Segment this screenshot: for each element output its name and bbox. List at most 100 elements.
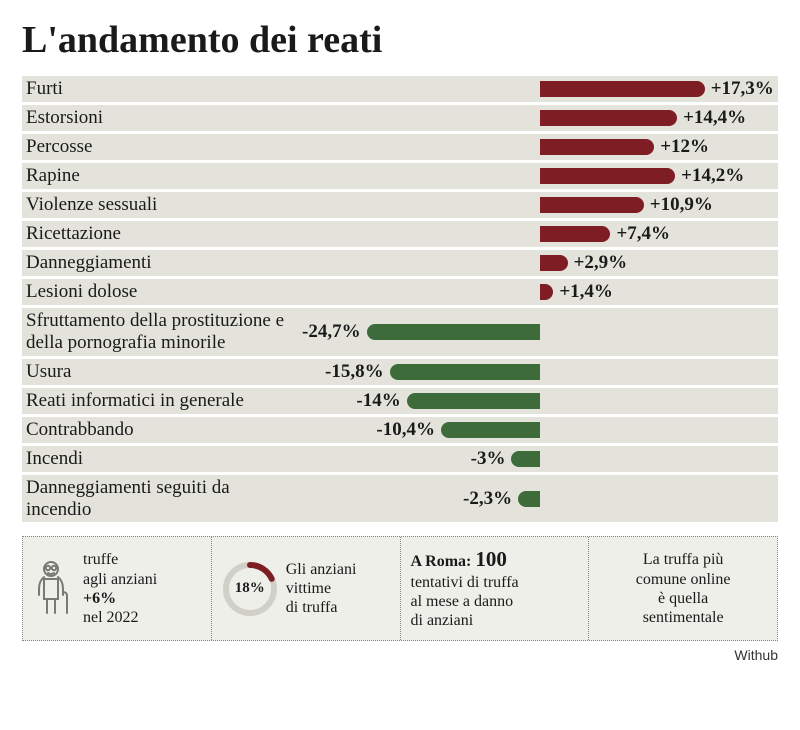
row-label: Danneggiamenti seguiti da incendio	[22, 475, 302, 523]
value-label: +14,4%	[683, 107, 746, 129]
text-strong: A Roma:	[411, 553, 476, 570]
value-label: -24,7%	[302, 321, 361, 343]
text-line: Gli anziani	[286, 561, 357, 578]
bar-negative	[407, 393, 540, 409]
chart-row: Reati informatici in generale -14%	[22, 388, 778, 414]
bar-area: -10,4%	[302, 417, 778, 443]
text-strong: +6%	[83, 590, 116, 607]
value-label: +12%	[660, 136, 709, 158]
panel-text: A Roma: 100 tentativi di truffa al mese …	[411, 547, 519, 630]
diverging-bar-chart: Furti +17,3% Estorsioni +14,4% Percosse +12% R…	[22, 76, 778, 522]
row-label: Lesioni dolose	[22, 279, 302, 305]
row-label: Rapine	[22, 163, 302, 189]
bar-positive	[540, 110, 677, 126]
chart-row: Ricettazione +7,4%	[22, 221, 778, 247]
bar-positive	[540, 81, 705, 97]
row-label: Furti	[22, 76, 302, 102]
text-line: nel 2022	[83, 609, 139, 626]
text-line: di truffa	[286, 599, 338, 616]
bar-negative	[441, 422, 540, 438]
info-panels: truffe agli anziani +6% nel 2022 18% Gli…	[22, 536, 778, 641]
text-line: truffe	[83, 551, 118, 568]
value-label: +17,3%	[711, 78, 774, 100]
elderly-person-icon	[33, 559, 75, 619]
chart-row: Sfruttamento della prostituzione e della…	[22, 308, 778, 356]
text-line: di anziani	[411, 612, 474, 629]
bar-negative	[390, 364, 540, 380]
bar-area: -2,3%	[302, 475, 778, 523]
text-line: al mese a danno	[411, 593, 514, 610]
chart-row: Violenze sessuali +10,9%	[22, 192, 778, 218]
value-label: +1,4%	[559, 281, 613, 303]
bar-area: +2,9%	[302, 250, 778, 276]
row-label: Percosse	[22, 134, 302, 160]
bar-area: +12%	[302, 134, 778, 160]
text-line: vittime	[286, 580, 331, 597]
text-line: tentativi di truffa	[411, 574, 519, 591]
chart-row: Contrabbando -10,4%	[22, 417, 778, 443]
chart-row: Danneggiamenti seguiti da incendio -2,3%	[22, 475, 778, 523]
value-label: +14,2%	[681, 165, 744, 187]
row-label: Estorsioni	[22, 105, 302, 131]
text-line: è quella	[658, 590, 708, 607]
chart-row: Furti +17,3%	[22, 76, 778, 102]
bar-area: -14%	[302, 388, 778, 414]
panel-text: Gli anziani vittime di truffa	[286, 560, 357, 618]
bar-area: +17,3%	[302, 76, 778, 102]
panel-roma: A Roma: 100 tentativi di truffa al mese …	[401, 537, 590, 640]
text-line: La truffa più	[643, 551, 724, 568]
row-label: Incendi	[22, 446, 302, 472]
bar-positive	[540, 168, 675, 184]
bar-area: +7,4%	[302, 221, 778, 247]
row-label: Reati informatici in generale	[22, 388, 302, 414]
panel-donut: 18% Gli anziani vittime di truffa	[212, 537, 401, 640]
bar-positive	[540, 284, 553, 300]
bar-area: -15,8%	[302, 359, 778, 385]
donut-chart: 18%	[222, 561, 278, 617]
value-label: +7,4%	[616, 223, 670, 245]
row-label: Sfruttamento della prostituzione e della…	[22, 308, 302, 356]
value-label: -2,3%	[463, 488, 512, 510]
panel-text: La truffa più comune online è quella sen…	[599, 550, 767, 627]
bar-area: +1,4%	[302, 279, 778, 305]
chart-row: Rapine +14,2%	[22, 163, 778, 189]
row-label: Contrabbando	[22, 417, 302, 443]
value-label: -3%	[471, 448, 506, 470]
bar-positive	[540, 255, 568, 271]
bar-area: +10,9%	[302, 192, 778, 218]
bar-area: +14,4%	[302, 105, 778, 131]
chart-row: Lesioni dolose +1,4%	[22, 279, 778, 305]
credit: Withub	[22, 647, 778, 663]
text-big: 100	[475, 547, 507, 571]
text-line: sentimentale	[643, 609, 724, 626]
bar-area: +14,2%	[302, 163, 778, 189]
panel-online: La truffa più comune online è quella sen…	[589, 537, 777, 640]
chart-row: Danneggiamenti +2,9%	[22, 250, 778, 276]
panel-text: truffe agli anziani +6% nel 2022	[83, 550, 157, 627]
bar-negative	[511, 451, 540, 467]
bar-negative	[367, 324, 540, 340]
panel-elder-scams: truffe agli anziani +6% nel 2022	[23, 537, 212, 640]
bar-positive	[540, 139, 654, 155]
bar-positive	[540, 197, 644, 213]
row-label: Usura	[22, 359, 302, 385]
bar-area: -24,7%	[302, 308, 778, 356]
chart-row: Estorsioni +14,4%	[22, 105, 778, 131]
row-label: Violenze sessuali	[22, 192, 302, 218]
chart-title: L'andamento dei reati	[22, 18, 778, 62]
text-line: comune online	[636, 571, 731, 588]
value-label: +2,9%	[574, 252, 628, 274]
value-label: -15,8%	[325, 361, 384, 383]
bar-positive	[540, 226, 610, 242]
bar-area: -3%	[302, 446, 778, 472]
text-line: agli anziani	[83, 571, 157, 588]
chart-row: Percosse +12%	[22, 134, 778, 160]
chart-row: Usura -15,8%	[22, 359, 778, 385]
row-label: Danneggiamenti	[22, 250, 302, 276]
value-label: +10,9%	[650, 194, 713, 216]
chart-row: Incendi -3%	[22, 446, 778, 472]
value-label: -10,4%	[376, 419, 435, 441]
row-label: Ricettazione	[22, 221, 302, 247]
value-label: -14%	[356, 390, 400, 412]
bar-negative	[518, 491, 540, 507]
